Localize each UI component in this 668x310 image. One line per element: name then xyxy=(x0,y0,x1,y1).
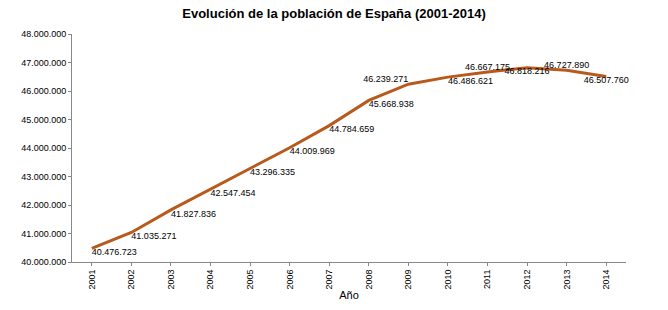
svg-text:44.009.969: 44.009.969 xyxy=(290,146,335,156)
svg-text:45.668.938: 45.668.938 xyxy=(369,99,414,109)
svg-text:41.000.000: 41.000.000 xyxy=(21,229,66,239)
svg-text:44.784.659: 44.784.659 xyxy=(329,124,374,134)
svg-text:46.818.216: 46.818.216 xyxy=(505,66,550,76)
svg-text:2013: 2013 xyxy=(562,270,572,290)
svg-text:45.000.000: 45.000.000 xyxy=(21,115,66,125)
svg-text:2007: 2007 xyxy=(324,270,334,290)
svg-text:46.239.271: 46.239.271 xyxy=(363,74,408,84)
svg-text:2002: 2002 xyxy=(126,270,136,290)
svg-text:44.000.000: 44.000.000 xyxy=(21,143,66,153)
svg-text:41.827.836: 41.827.836 xyxy=(171,209,216,219)
svg-text:43.000.000: 43.000.000 xyxy=(21,172,66,182)
svg-text:40.000.000: 40.000.000 xyxy=(21,257,66,267)
svg-text:46.667.175: 46.667.175 xyxy=(465,62,510,72)
svg-text:42.547.454: 42.547.454 xyxy=(211,188,256,198)
svg-text:2014: 2014 xyxy=(601,270,611,290)
svg-text:2009: 2009 xyxy=(403,270,413,290)
svg-text:42.000.000: 42.000.000 xyxy=(21,200,66,210)
svg-text:43.296.335: 43.296.335 xyxy=(250,167,295,177)
svg-text:2005: 2005 xyxy=(245,270,255,290)
svg-text:2003: 2003 xyxy=(166,270,176,290)
svg-text:41.035.271: 41.035.271 xyxy=(131,231,176,241)
svg-text:2001: 2001 xyxy=(87,270,97,290)
svg-text:2011: 2011 xyxy=(482,270,492,289)
svg-text:2004: 2004 xyxy=(205,270,215,290)
svg-text:48.000.000: 48.000.000 xyxy=(21,29,66,39)
svg-text:47.000.000: 47.000.000 xyxy=(21,58,66,68)
svg-text:2012: 2012 xyxy=(522,270,532,290)
svg-text:2010: 2010 xyxy=(443,270,453,290)
svg-text:46.727.890: 46.727.890 xyxy=(544,60,589,70)
svg-text:46.507.760: 46.507.760 xyxy=(584,75,629,85)
svg-text:46.000.000: 46.000.000 xyxy=(21,86,66,96)
svg-text:Año: Año xyxy=(339,289,359,301)
svg-text:46.486.621: 46.486.621 xyxy=(448,76,493,86)
svg-text:2008: 2008 xyxy=(364,270,374,290)
svg-text:Evolución de la población de E: Evolución de la población de España (200… xyxy=(182,6,485,21)
svg-text:40.476.723: 40.476.723 xyxy=(92,247,137,257)
svg-text:2006: 2006 xyxy=(285,270,295,290)
